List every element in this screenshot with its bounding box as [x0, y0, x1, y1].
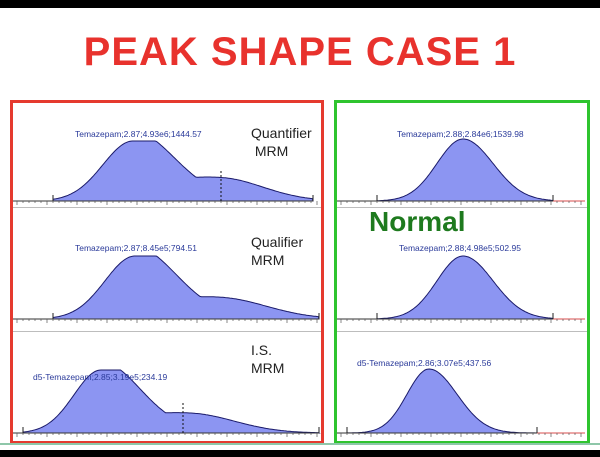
peak-label: d5-Temazepam;2.85;3.19e5;234.19 [33, 372, 167, 382]
peak-label: Temazepam;2.87;8.45e5;794.51 [75, 243, 197, 253]
side-label-line-1: Qualifier [251, 233, 303, 251]
side-label-qualifier: Qualifier MRM [251, 233, 303, 269]
top-black-bar [0, 0, 600, 8]
chromatogram-quantifier-right: Temazepam;2.88;2.84e6;1539.98 [337, 103, 587, 207]
peak-area [377, 256, 553, 319]
peak-label: Temazepam;2.88;2.84e6;1539.98 [397, 129, 524, 139]
peak-label: Temazepam;2.87;4.93e6;1444.57 [75, 129, 202, 139]
bottom-accent-line [0, 443, 600, 445]
bottom-black-bar [0, 450, 600, 457]
peak-label: Temazepam;2.88;4.98e5;502.95 [399, 243, 521, 253]
chromatogram-qualifier-left: Temazepam;2.87;8.45e5;794.51 [13, 208, 321, 330]
peak-label: d5-Temazepam;2.86;3.07e5;437.56 [357, 358, 491, 368]
peak-area [377, 139, 553, 201]
side-label-is: I.S. MRM [251, 341, 284, 377]
side-label-line-2: MRM [251, 359, 284, 377]
side-label-line-2: MRM [251, 142, 312, 160]
chromatogram-is-right: d5-Temazepam;2.86;3.07e5;437.56 [337, 332, 587, 441]
slide-title: PEAK SHAPE CASE 1 [0, 30, 600, 75]
side-label-line-1: I.S. [251, 341, 284, 359]
side-label-line-1: Quantifier [251, 124, 312, 142]
peak-area [347, 369, 537, 433]
normal-label: Normal [369, 206, 465, 238]
side-label-quantifier: Quantifier MRM [251, 124, 312, 160]
side-label-line-2: MRM [251, 251, 303, 269]
